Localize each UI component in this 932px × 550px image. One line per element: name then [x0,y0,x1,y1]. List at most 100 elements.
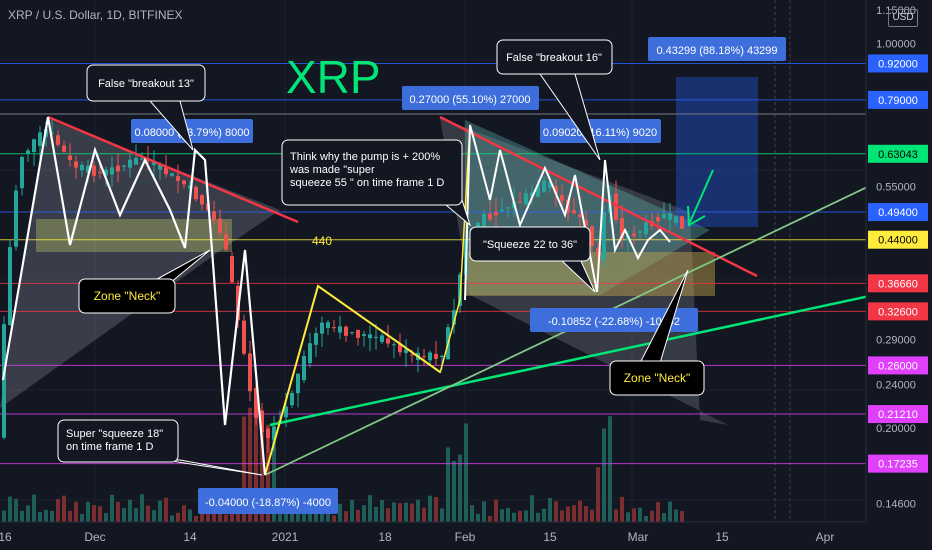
callout-false-breakout-13: False "breakout 13" [86,64,206,151]
callout-super-squeeze-text: Super "squeeze 18" on time frame 1 D [66,428,163,453]
volume-bar [248,407,252,522]
price-badge-label: 0.44000 [878,235,918,247]
x-tick-label: 18 [378,530,392,544]
x-tick-label: Feb [455,530,476,544]
x-tick-label: 14 [183,530,197,544]
volume-bar [608,416,612,522]
volume-bar [530,495,534,522]
candle-body [320,322,324,334]
candle-body [284,406,288,418]
x-tick-labels: 16 Dec 14 2021 18 Feb 15 Mar 15 Apr [0,530,834,544]
volume-bar [56,498,60,522]
measurement-label: 0.08000 (13.79%) 8000 [131,119,253,143]
candle-body [578,214,582,217]
volume-bar [482,501,486,522]
candle-body [482,214,486,227]
volume-bar [632,508,636,522]
volume-bar [176,512,180,522]
volume-bar [416,499,420,522]
neck-zone-right [465,252,715,296]
candle-body [392,344,396,346]
volume-bar [140,494,144,522]
candle-body [644,222,648,235]
price-badge-label: 0.63043 [878,149,918,161]
currency-button[interactable]: USD [888,9,918,27]
volume-bar [26,505,30,522]
price-badge [868,405,928,424]
candle-body [188,185,192,189]
volume-bar [518,510,522,522]
candle-body [158,164,162,170]
candle-body [668,213,672,220]
volume-bar [512,512,516,522]
candle-body [200,195,204,205]
volume-bar [62,495,66,522]
volume-bar [38,511,42,522]
price-badge-label: 0.49400 [878,207,918,219]
volume-bar [620,496,624,522]
x-tick-label: Mar [628,530,649,544]
volume-bar [146,505,150,522]
price-badge [868,274,928,293]
y-tick-label: 1.15000 [876,5,916,17]
candle-body [662,213,666,218]
volume-bar [422,507,426,522]
candle-body [494,211,498,216]
volume-bar [554,501,558,522]
volume-bar [254,413,258,522]
candle-body [428,352,432,361]
triangle-pattern-left [0,119,280,408]
candle-body [62,145,66,152]
volume-bar [242,416,246,522]
candle-body [74,161,78,168]
candle-body [296,373,300,394]
candle-body [230,256,234,283]
y-tick-label: 0.55000 [876,181,916,193]
volume-bar [680,511,684,522]
volume-bar [566,506,570,522]
volume-bar [8,496,12,522]
candle-body [14,190,18,247]
candle-body [92,165,96,176]
candle-body [572,210,576,214]
volume-bar [92,505,96,522]
candle-body [518,201,522,203]
volume-bar [80,514,84,522]
x-tick-label: 15 [543,530,557,544]
svg-text:-0.10852 (-22.68%) -10852: -0.10852 (-22.68%) -10852 [548,316,680,328]
volume-bar [494,499,498,522]
callout-squeeze-22-36: "Squeeze 22 to 36" [469,226,596,293]
candle-body [602,212,606,260]
volume-bar [356,509,360,522]
price-badge [868,90,928,109]
resistance-line-left [47,115,299,224]
candle-body [272,426,276,440]
volume-bar [260,412,264,522]
candle-body [290,392,294,406]
volume-bar [584,506,588,522]
candle-body [434,353,438,359]
volume-bar [398,503,402,522]
measurement-label: -0.04000 (-18.87%) -4000 [198,488,338,514]
volume-bar [572,505,576,522]
measurement-label: 0.43299 (88.18%) 43299 [648,37,786,61]
svg-text:0.09020 (16.11%) 9020: 0.09020 (16.11%) 9020 [543,127,657,139]
volume-bar [602,428,606,522]
candle-body [536,184,540,197]
price-badge [868,54,928,73]
candle-body [332,327,336,329]
x-tick-label: Dec [84,530,105,544]
symbol-header: XRP / U.S. Dollar, 1D, BITFINEX [8,8,183,22]
volume-bar [476,513,480,522]
svg-text:-0.04000 (-18.87%) -4000: -0.04000 (-18.87%) -4000 [205,497,331,509]
volume-bar [272,438,276,522]
volume-bar [578,500,582,522]
price-badge-label: 0.79000 [878,95,918,107]
volume-bar [452,460,456,522]
support-line-green [269,281,931,427]
volume-bar [428,495,432,522]
note-pump-text: Think why the pump is + 200% was made "su… [289,151,444,189]
volume-bar [374,506,378,522]
volume-bar [194,515,198,522]
